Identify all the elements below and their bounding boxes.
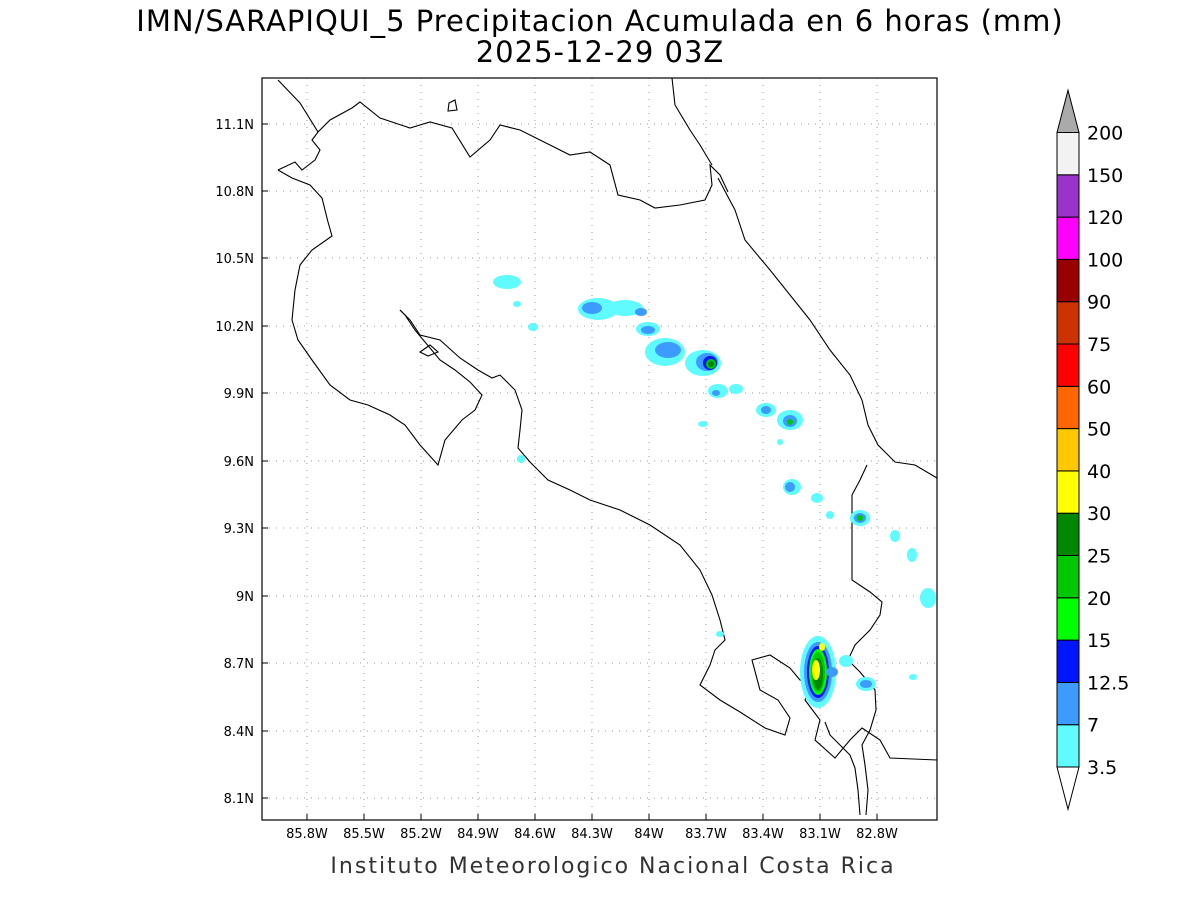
colorbar-swatch xyxy=(1056,681,1080,726)
colorbar-label: 40 xyxy=(1087,461,1111,483)
lat-tick-label: 9.6N xyxy=(224,455,254,470)
lat-tick-label: 8.7N xyxy=(224,657,254,672)
colorbar-label: 200 xyxy=(1087,123,1123,145)
precipitation-areas xyxy=(493,275,936,708)
longitude-axis: 85.8W 85.5W 85.2W 84.9W 84.6W 84.3W 84W 83.7W 83… xyxy=(286,814,898,842)
colorbar-label: 60 xyxy=(1087,376,1111,398)
colorbar-label: 12.5 xyxy=(1087,672,1129,694)
map-title: IMN/SARAPIQUI_5 Precipitacion Acumulada … xyxy=(136,4,1064,38)
colorbar-swatch xyxy=(1056,132,1080,176)
colorbar-swatch xyxy=(1056,301,1080,345)
lon-tick-label: 84W xyxy=(634,827,664,842)
colorbar-swatch xyxy=(1056,470,1080,514)
lat-tick-label: 11.1N xyxy=(215,118,254,133)
colorbar-legend: 3.5 7 12.5 15 20 25 30 40 50 60 75 90 100 120 150 200 xyxy=(1056,88,1129,812)
colorbar-label: 50 xyxy=(1087,419,1111,441)
lat-tick-label: 10.2N xyxy=(215,320,254,335)
map-plot-area xyxy=(262,78,937,820)
colorbar-arrow-bottom xyxy=(1056,766,1080,812)
lon-tick-label: 85.8W xyxy=(286,827,328,842)
colorbar-label: 3.5 xyxy=(1087,757,1117,779)
colorbar-label: 20 xyxy=(1087,588,1111,610)
lat-tick-label: 9.3N xyxy=(224,522,254,537)
lon-tick-label: 84.3W xyxy=(571,827,613,842)
colorbar-label: 150 xyxy=(1087,165,1123,187)
latitude-axis: 11.1N 10.8N 10.5N 10.2N 9.9N 9.6N 9.3N 9N 8.7N 8.… xyxy=(215,118,268,807)
map-grid xyxy=(262,78,937,820)
colorbar-label: 30 xyxy=(1087,503,1111,525)
colorbar-label: 25 xyxy=(1087,546,1111,568)
colorbar-swatch xyxy=(1056,639,1080,683)
lon-tick-label: 82.8W xyxy=(856,827,898,842)
colorbar-swatch xyxy=(1056,385,1080,430)
colorbar-swatch xyxy=(1056,258,1080,303)
colorbar-swatch xyxy=(1056,216,1080,260)
colorbar-swatch xyxy=(1056,512,1080,557)
colorbar-swatch xyxy=(1056,555,1080,599)
credit-text: Instituto Meteorologico Nacional Costa R… xyxy=(330,854,896,879)
map-frame xyxy=(261,77,938,821)
lat-tick-label: 10.8N xyxy=(215,185,254,200)
colorbar-swatch xyxy=(1056,597,1080,641)
colorbar-label: 7 xyxy=(1087,715,1099,737)
colorbar-label: 15 xyxy=(1087,630,1111,652)
lat-tick-label: 9.9N xyxy=(224,387,254,402)
lat-tick-label: 8.4N xyxy=(224,725,254,740)
lon-tick-label: 84.9W xyxy=(457,827,499,842)
coastline xyxy=(277,77,938,816)
colorbar-swatch xyxy=(1056,428,1080,472)
colorbar-swatch xyxy=(1056,174,1080,218)
lat-tick-label: 8.1N xyxy=(224,792,254,807)
lon-tick-label: 83.7W xyxy=(685,827,727,842)
lon-tick-label: 83.1W xyxy=(799,827,841,842)
colorbar-label: 100 xyxy=(1087,249,1123,271)
colorbar-label: 120 xyxy=(1087,207,1123,229)
colorbar-arrow-top xyxy=(1056,88,1080,133)
colorbar-label: 90 xyxy=(1087,292,1111,314)
colorbar-label: 75 xyxy=(1087,334,1111,356)
lat-tick-label: 9N xyxy=(236,590,254,605)
colorbar-swatch xyxy=(1056,343,1080,387)
lon-tick-label: 84.6W xyxy=(514,827,556,842)
lon-tick-label: 83.4W xyxy=(742,827,784,842)
lon-tick-label: 85.2W xyxy=(400,827,442,842)
colorbar-swatch xyxy=(1056,724,1080,768)
lat-tick-label: 10.5N xyxy=(215,252,254,267)
lon-tick-label: 85.5W xyxy=(343,827,385,842)
map-valid-time: 2025-12-29 03Z xyxy=(475,35,725,69)
